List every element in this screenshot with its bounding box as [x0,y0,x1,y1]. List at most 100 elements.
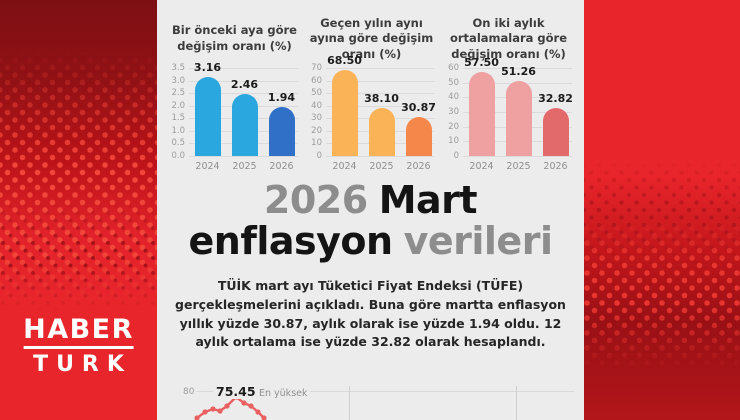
y-axis-tick-label: 60 [311,75,322,86]
x-axis-category-label: 2024 [469,161,494,172]
plot: 3.16 2.46 1.94 [189,61,300,157]
chart-plot-area: 70 60 50 40 30 20 10 0 68.50 38.10 30.87 [306,54,437,160]
y-axis: 70 60 50 40 30 20 10 0 [306,64,326,160]
gridline [463,156,572,157]
x-axis: 2024 2025 2026 [326,156,437,172]
infographic-card: Bir önceki aya göre değişim oranı (%) 3.… [157,0,584,420]
headline-line-2: enflasyon verileri [157,221,584,262]
bar-value-label: 3.16 [193,60,222,74]
bar-charts-row: Bir önceki aya göre değişim oranı (%) 3.… [157,0,584,172]
x-axis-category-label: 2025 [506,161,531,172]
gridline [189,80,298,82]
bar-value-label: 1.94 [267,91,296,105]
haberturk-logo: HABER TURK [23,316,134,377]
logo-text-turk: TURK [33,352,132,377]
background-left-halftone: HABER TURK [0,0,157,420]
headline-month: Mart [378,178,478,222]
gridline [326,105,435,107]
y-axis-tick-label: 0.0 [171,151,185,161]
headline-line-1: 2026 Mart [157,180,584,221]
y-axis-tick-label: 0 [453,151,459,161]
logo-underline [23,345,134,349]
bar-value-label: 68.50 [327,53,362,67]
y-axis-tick-label: 30 [448,107,459,117]
bar-slot: 2.46 [231,68,258,156]
bar-2026 [542,107,569,156]
headline: 2026 Mart enflasyon verileri [157,180,584,262]
y-axis-tick-label: 70 [311,63,322,73]
bar-slot: 38.10 [364,68,399,156]
y-axis-tick-label: 20 [311,125,322,136]
y-axis-tick-label: 2.5 [171,88,185,99]
logo-text-haber: HABER [23,313,134,345]
gridline [463,68,572,69]
y-axis-tick-label: 3.0 [171,75,185,86]
bar-slot: 30.87 [401,68,436,156]
bar-slot: 3.16 [194,61,221,156]
gridline [189,68,298,69]
gridline [189,93,298,95]
bar-value-label: 32.82 [538,91,573,105]
x-axis-category-label: 2026 [269,161,294,172]
bar-2026 [268,107,295,156]
bar-value-label: 30.87 [401,101,436,115]
chart-monthly-change: Bir önceki aya göre değişim oranı (%) 3.… [169,14,300,172]
chart-title: On iki aylık ortalamalara göre değişim o… [449,15,568,61]
bar-2025 [505,80,532,156]
y-axis: 60 50 40 30 20 10 0 [443,64,463,160]
y-axis: 3.5 3.0 2.5 2.0 1.5 1.0 0.5 0.0 [169,64,189,160]
gridline [326,156,435,157]
bar-slot: 32.82 [538,68,573,156]
plot: 57.50 51.26 32.82 [463,56,574,157]
headline-word-verileri: verileri [403,219,553,263]
y-axis-tick-label: 3.5 [171,63,185,73]
line-chart-gridline-vertical [516,386,517,420]
gridline [326,93,435,95]
x-axis: 2024 2025 2026 [189,156,300,172]
y-axis-tick-label: 40 [311,100,322,111]
y-axis-tick-label: 40 [448,92,459,103]
bar-value-label: 57.50 [464,55,499,69]
halftone-dots-decoration [584,0,740,420]
chart-yearly-change: Geçen yılın aynı ayına göre değişim oran… [306,14,437,172]
chart-title: Geçen yılın aynı ayına göre değişim oran… [309,15,434,61]
bar-2024 [468,71,495,156]
gridline [326,80,435,82]
bar-2025 [231,94,258,156]
bar-value-label: 38.10 [364,92,399,106]
halftone-dots-decoration [584,0,740,420]
line-chart-peak-value: 75.45 [213,384,259,399]
x-axis-category-label: 2026 [406,161,431,172]
bar-slot: 51.26 [501,65,536,156]
line-chart-gridline-vertical [349,386,350,420]
y-axis-tick-label: 0.5 [171,138,185,149]
headline-year: 2026 [263,178,368,222]
x-axis: 2024 2025 2026 [463,156,574,172]
body-paragraph: TÜİK mart ayı Tüketici Fiyat Endeksi (TÜ… [175,278,566,350]
line-chart-partial: 80 75.45 En yüksek [157,384,584,420]
bar-2026 [405,117,432,156]
chart-12month-average-change: On iki aylık ortalamalara göre değişim o… [443,14,574,172]
chart-plot-area: 3.5 3.0 2.5 2.0 1.5 1.0 0.5 0.0 3.16 2.46 1.94 [169,61,300,160]
y-axis-tick-label: 50 [448,77,459,88]
y-axis-tick-label: 2.0 [171,100,185,111]
gridline [189,156,298,157]
y-axis-tick-label: 0 [316,151,322,161]
y-axis-tick-label: 60 [448,63,459,73]
plot: 68.50 38.10 30.87 [326,54,437,157]
y-axis-tick-label: 30 [311,113,322,124]
y-axis-tick-label: 20 [448,121,459,132]
headline-word-enflasyon: enflasyon [188,219,394,263]
chart-plot-area: 60 50 40 30 20 10 0 57.50 51.26 32.82 [443,56,574,160]
y-axis-tick-label: 1.5 [171,113,185,124]
bar-2025 [368,108,395,156]
line-chart-gridline-horizontal [193,391,574,392]
line-chart-ytick: 80 [181,387,197,397]
background-right-halftone [584,0,740,420]
bar-2024 [194,76,221,156]
y-axis-tick-label: 10 [448,136,459,147]
bar-slot: 57.50 [464,56,499,156]
gridline [326,68,435,69]
bar-slot: 68.50 [327,54,362,156]
